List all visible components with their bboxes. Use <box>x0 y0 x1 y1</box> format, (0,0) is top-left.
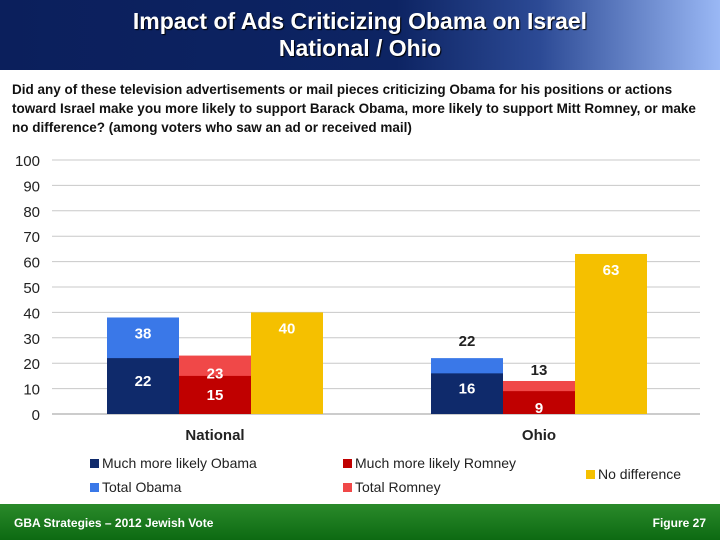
legend-swatch <box>90 458 99 468</box>
legend-total-obama: Total Obama <box>90 479 181 495</box>
bar-chart: 0 10 20 30 40 50 60 70 80 90 100 22 38 15 23 40 National… <box>15 153 700 444</box>
y-tick-label: 0 <box>32 407 40 424</box>
data-label: 15 <box>207 387 224 404</box>
data-label: 23 <box>207 366 224 383</box>
y-tick-label: 20 <box>23 356 40 373</box>
y-tick-label: 60 <box>23 255 40 272</box>
question-text: Did any of these television advertisemen… <box>12 82 696 135</box>
legend-label: Total Romney <box>355 479 441 495</box>
footer-source: GBA Strategies – 2012 Jewish Vote <box>14 516 214 530</box>
x-category-label: Ohio <box>522 427 556 444</box>
y-tick-label: 70 <box>23 229 40 246</box>
data-label: 13 <box>531 362 548 379</box>
slide-header: Impact of Ads Criticizing Obama on Israe… <box>0 0 720 70</box>
legend-swatch <box>343 482 352 492</box>
data-label: 63 <box>603 262 620 279</box>
x-category-label: National <box>185 427 244 444</box>
figure-number: Figure 27 <box>652 516 706 530</box>
y-tick-label: 40 <box>23 305 40 322</box>
legend-label: Much more likely Romney <box>355 455 517 471</box>
y-tick-label: 100 <box>15 153 40 170</box>
bar-no-difference <box>575 253 647 414</box>
legend-swatch <box>90 482 99 492</box>
title-line-1: Impact of Ads Criticizing Obama on Israe… <box>132 8 588 34</box>
legend-label: Total Obama <box>102 479 182 495</box>
bar-much-more-likely-romney <box>503 391 575 414</box>
data-label: 38 <box>135 325 152 342</box>
y-tick-label: 10 <box>23 382 40 399</box>
data-label: 40 <box>279 320 296 337</box>
y-tick-label: 90 <box>23 178 40 195</box>
data-label: 9 <box>535 400 543 417</box>
y-tick-label: 80 <box>23 204 40 221</box>
legend-much-obama: Much more likely Obama <box>90 455 257 471</box>
data-label: 16 <box>459 380 476 397</box>
legend-no-difference: No difference <box>586 466 681 482</box>
title-line-2: National / Ohio <box>278 35 442 61</box>
bar-no-difference <box>251 312 323 414</box>
bar-much-more-likely-obama <box>431 373 503 414</box>
legend-total-romney: Total Romney <box>343 479 441 495</box>
data-label: 22 <box>135 373 152 390</box>
slide-footer: GBA Strategies – 2012 Jewish Vote Figure… <box>0 504 720 540</box>
data-label: 22 <box>459 333 476 350</box>
legend-much-romney: Much more likely Romney <box>343 455 516 471</box>
bar-much-more-likely-romney <box>179 375 251 414</box>
y-tick-label: 30 <box>23 331 40 348</box>
bar-much-more-likely-obama <box>107 358 179 414</box>
legend-label: Much more likely Obama <box>102 455 257 471</box>
y-tick-label: 50 <box>23 280 40 297</box>
legend-swatch <box>586 469 595 479</box>
legend-label: No difference <box>598 466 682 482</box>
legend-swatch <box>343 458 352 468</box>
